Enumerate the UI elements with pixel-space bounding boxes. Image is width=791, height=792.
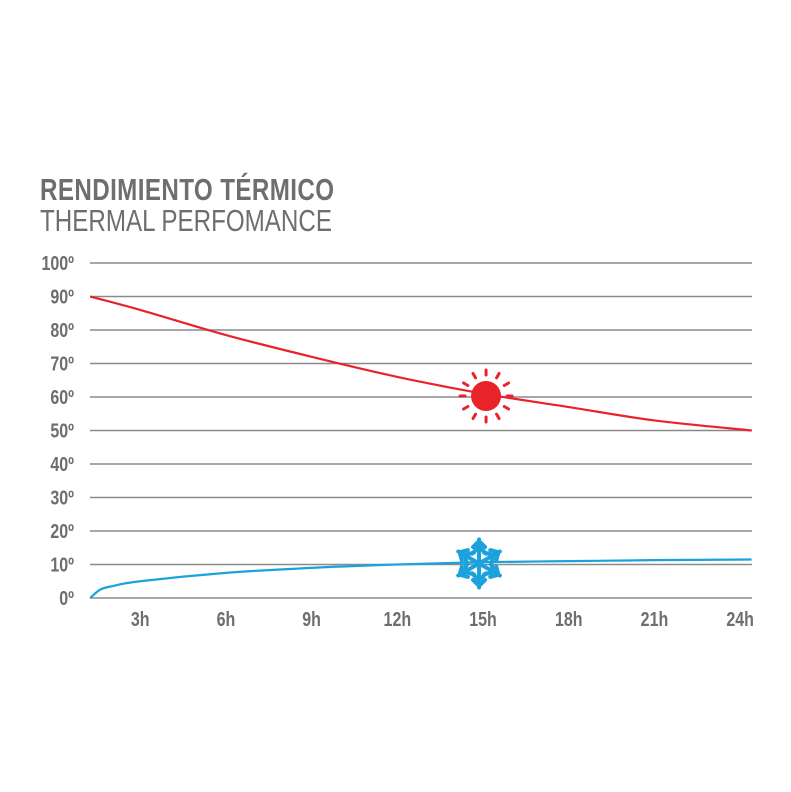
series-line-cold — [89, 558, 752, 599]
x-tick-label: 9h — [302, 608, 321, 630]
snowflake-branch — [488, 564, 501, 579]
sun-ray — [462, 405, 470, 411]
snowflake-branch — [471, 538, 488, 550]
sun-ray — [462, 381, 470, 387]
snowflake-icon — [456, 537, 502, 590]
snowflake-branch — [488, 548, 501, 563]
sun-ray — [471, 412, 478, 421]
x-tick-label: 12h — [384, 608, 412, 630]
y-tick-label: 40º — [50, 453, 74, 475]
x-tick-label: 24h — [726, 608, 754, 630]
y-tick-label: 100º — [41, 252, 74, 274]
x-tick-label: 21h — [641, 608, 669, 630]
sun-ray — [471, 371, 478, 380]
sun-ray — [502, 405, 511, 411]
snowflake-branch — [457, 564, 470, 579]
snowflake-branch — [457, 548, 470, 563]
y-tick-label: 60º — [50, 386, 74, 408]
sun-ray — [495, 371, 501, 380]
sun-core — [471, 381, 502, 411]
y-tick-label: 20º — [50, 520, 74, 542]
x-tick-label: 18h — [555, 608, 583, 630]
y-tick-label: 70º — [50, 353, 74, 375]
snowflake-branch — [471, 577, 488, 589]
series-line-hot — [89, 295, 752, 432]
sun-icon — [458, 368, 514, 424]
x-tick-label: 6h — [217, 608, 236, 630]
sun-ray — [495, 412, 501, 421]
chart-subtitle: THERMAL PERFOMANCE — [40, 203, 332, 238]
y-tick-label: 30º — [50, 487, 74, 509]
chart-title: RENDIMIENTO TÉRMICO — [40, 172, 335, 207]
x-tick-label: 3h — [131, 608, 150, 630]
y-tick-label: 50º — [50, 420, 74, 442]
x-tick-label: 15h — [469, 608, 497, 630]
y-tick-label: 90º — [50, 286, 74, 308]
y-tick-label: 0º — [59, 587, 74, 609]
y-tick-label: 80º — [50, 319, 74, 341]
y-tick-label: 10º — [50, 554, 74, 576]
snowflake-branch — [482, 560, 497, 577]
sun-ray — [502, 381, 511, 387]
